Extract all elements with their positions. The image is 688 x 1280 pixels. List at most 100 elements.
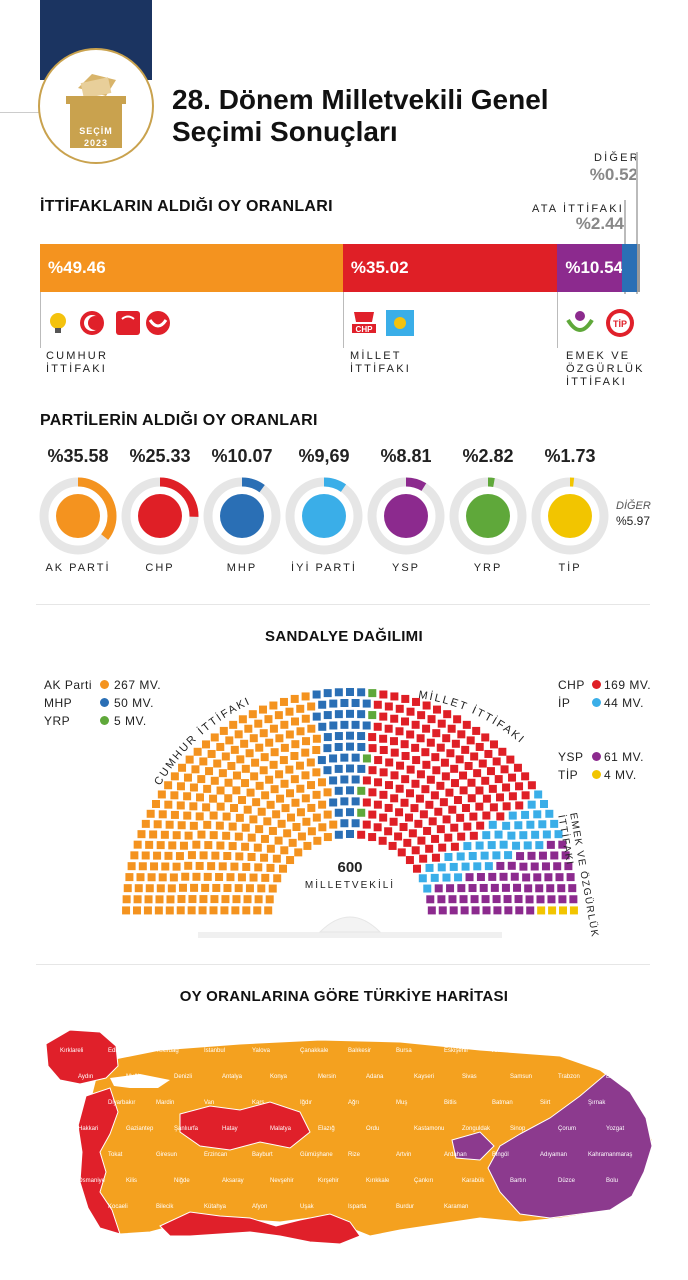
province-label: Kastamonu: [414, 1126, 444, 1132]
seat: [127, 862, 136, 871]
seat-total-label: MİLLETVEKİLİ: [305, 878, 395, 891]
party-name: YRP: [473, 562, 503, 574]
seat: [379, 790, 388, 799]
seat: [502, 783, 511, 792]
seat: [301, 748, 310, 757]
legend-tip-name: TİP: [558, 768, 579, 782]
seat: [340, 753, 349, 762]
seat: [401, 717, 410, 726]
seat: [406, 707, 415, 716]
parties-title: PARTİLERİN ALDIĞI OY ORANLARI: [40, 412, 318, 429]
seat: [533, 810, 542, 819]
party-donut-arc: [449, 477, 527, 555]
seat: [259, 729, 268, 738]
seat: [167, 884, 176, 893]
seat: [373, 823, 382, 832]
seat: [329, 721, 338, 730]
seat: [231, 906, 240, 915]
seat: [468, 851, 477, 860]
seat: [417, 711, 426, 720]
seat: [469, 831, 478, 840]
seat: [323, 788, 332, 797]
seat: [285, 707, 294, 716]
seat: [280, 743, 289, 752]
seat: [144, 895, 153, 904]
legend-chp-dot: [592, 680, 601, 689]
seat: [460, 906, 469, 915]
ata-alliance-label: ATA İTTİFAKI: [531, 203, 624, 215]
province-label: Muş: [396, 1100, 407, 1106]
seat: [346, 688, 354, 696]
seat: [158, 810, 167, 819]
seat: [394, 832, 403, 841]
seat: [209, 811, 218, 820]
seat: [221, 895, 230, 904]
seat: [541, 862, 550, 871]
seat: [513, 883, 522, 892]
alliance-bar-value: %49.46: [48, 258, 106, 277]
other-alliance-value: %0.52: [589, 165, 638, 184]
seat: [152, 800, 161, 808]
party-donut: [531, 477, 609, 555]
party-donut-arc: [39, 477, 117, 555]
seat: [291, 798, 300, 807]
seat: [487, 841, 496, 850]
province-label: Kırıkkale: [366, 1178, 390, 1184]
seat: [260, 834, 269, 843]
seat: [444, 852, 453, 861]
province-label: Sakarya: [60, 1204, 83, 1210]
seat: [431, 853, 440, 862]
seat: [249, 734, 258, 743]
seat: [467, 778, 476, 787]
seat: [176, 782, 185, 791]
seat: [346, 808, 354, 817]
alliances-title: İTTİFAKLARIN ALDIĞI OY ORANLARI: [40, 198, 333, 215]
seat: [197, 830, 206, 839]
seat: [447, 724, 456, 733]
seat: [290, 775, 299, 784]
seat: [323, 833, 332, 842]
seat: [351, 819, 360, 828]
seat: [555, 873, 564, 882]
seat: [177, 895, 186, 904]
province-label: Balıkesir: [348, 1048, 371, 1054]
seat: [279, 864, 288, 873]
seat: [454, 873, 463, 882]
party-donut: [285, 477, 363, 555]
seat: [521, 772, 530, 781]
seat: [558, 840, 567, 849]
legend-ip-name: İP: [558, 696, 571, 710]
mhp-crescent-icon: [80, 311, 104, 335]
seat: [453, 796, 462, 805]
seat: [207, 862, 216, 871]
seat: [249, 815, 258, 824]
seat: [241, 764, 250, 773]
seat: [172, 831, 181, 840]
turkey-map: Kırklareli Edirne Tekirdağ İstanbul Yalova Ça…: [45, 1029, 653, 1245]
legend-ysp-name: YSP: [558, 750, 584, 764]
seat: [396, 761, 405, 770]
province-label: Manisa: [588, 1048, 608, 1054]
seat: [351, 775, 360, 784]
seat: [535, 841, 544, 850]
seat: [468, 884, 477, 893]
seat: [417, 836, 426, 845]
seat: [559, 906, 568, 915]
seat: [257, 884, 266, 893]
seat: [473, 862, 482, 871]
seat: [437, 863, 446, 872]
seat: [434, 884, 443, 893]
seat: [232, 895, 241, 904]
seat: [519, 862, 528, 871]
seat: [457, 730, 466, 739]
seat: [290, 751, 299, 760]
seat: [526, 906, 535, 915]
seat: [561, 851, 570, 860]
province-label: Malatya: [270, 1126, 292, 1132]
seat: [317, 778, 326, 787]
tip-logo-icon: [548, 494, 592, 538]
seat: [190, 883, 199, 892]
seat: [177, 821, 186, 830]
leaf-logo-icon: [384, 494, 428, 538]
province-label: Hakkari: [78, 1126, 98, 1132]
